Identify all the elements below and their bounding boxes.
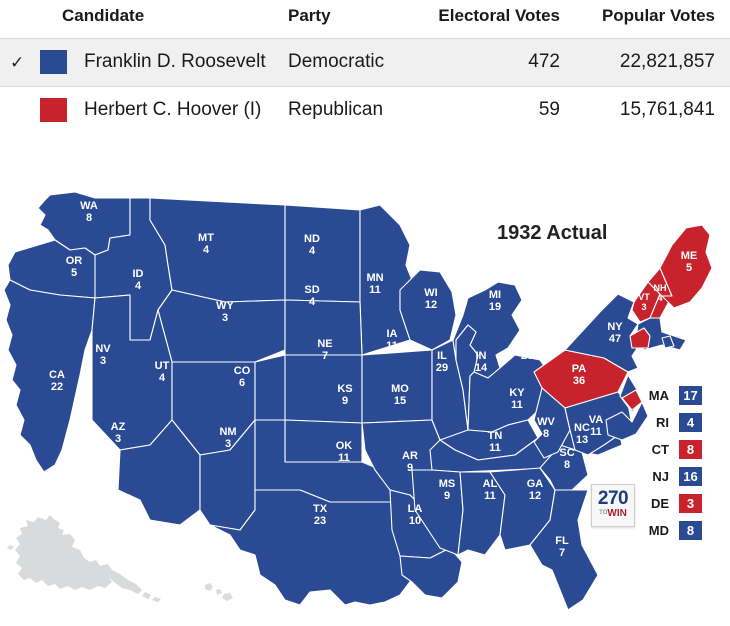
svg-text:OR: OR xyxy=(66,255,83,267)
svg-text:MT: MT xyxy=(198,232,214,244)
svg-text:IL: IL xyxy=(437,350,447,362)
svg-text:9: 9 xyxy=(444,490,450,502)
svg-text:LA: LA xyxy=(408,503,423,515)
svg-text:VT: VT xyxy=(638,292,650,302)
svg-text:ME: ME xyxy=(681,250,698,262)
svg-text:3: 3 xyxy=(222,312,228,324)
svg-text:IN: IN xyxy=(476,350,487,362)
svg-text:8: 8 xyxy=(86,212,92,224)
svg-text:NE: NE xyxy=(317,338,332,350)
svg-text:CO: CO xyxy=(234,365,251,377)
svg-text:3: 3 xyxy=(641,302,646,312)
svg-text:SC: SC xyxy=(559,447,574,459)
svg-text:11: 11 xyxy=(511,399,523,411)
svg-text:FL: FL xyxy=(555,535,569,547)
svg-text:IA: IA xyxy=(387,328,398,340)
svg-text:AL: AL xyxy=(483,478,498,490)
svg-text:11: 11 xyxy=(369,284,381,296)
svg-text:TX: TX xyxy=(313,503,328,515)
svg-text:4: 4 xyxy=(657,293,662,303)
svg-text:WI: WI xyxy=(424,287,437,299)
svg-text:3: 3 xyxy=(100,355,106,367)
svg-text:KS: KS xyxy=(337,383,352,395)
svg-text:NC: NC xyxy=(574,422,590,434)
svg-text:MI: MI xyxy=(489,289,501,301)
svg-text:4: 4 xyxy=(203,244,210,256)
svg-text:47: 47 xyxy=(609,333,621,345)
svg-text:36: 36 xyxy=(573,375,585,387)
svg-text:11: 11 xyxy=(590,426,602,438)
svg-text:MS: MS xyxy=(439,478,456,490)
svg-text:CA: CA xyxy=(49,369,65,381)
svg-text:12: 12 xyxy=(529,490,541,502)
svg-text:OK: OK xyxy=(336,440,353,452)
svg-text:13: 13 xyxy=(576,434,588,446)
svg-text:MO: MO xyxy=(391,383,409,395)
svg-text:5: 5 xyxy=(71,267,77,279)
svg-text:29: 29 xyxy=(436,362,448,374)
svg-text:12: 12 xyxy=(425,299,437,311)
svg-text:MN: MN xyxy=(366,272,383,284)
svg-text:NM: NM xyxy=(219,426,236,438)
svg-text:AZ: AZ xyxy=(111,421,126,433)
svg-text:7: 7 xyxy=(559,547,565,559)
svg-text:KY: KY xyxy=(509,387,525,399)
svg-text:NV: NV xyxy=(95,343,111,355)
svg-text:9: 9 xyxy=(342,395,348,407)
svg-text:WV: WV xyxy=(537,416,555,428)
svg-text:PA: PA xyxy=(572,363,587,375)
svg-text:UT: UT xyxy=(155,360,170,372)
svg-text:WY: WY xyxy=(216,300,234,312)
svg-text:11: 11 xyxy=(484,490,496,502)
svg-text:ND: ND xyxy=(304,233,320,245)
svg-text:5: 5 xyxy=(686,262,692,274)
svg-text:OH: OH xyxy=(519,338,536,350)
svg-text:NY: NY xyxy=(607,321,623,333)
svg-text:WA: WA xyxy=(80,200,98,212)
svg-text:4: 4 xyxy=(135,280,142,292)
svg-text:3: 3 xyxy=(225,438,231,450)
svg-text:SD: SD xyxy=(304,284,319,296)
svg-text:14: 14 xyxy=(475,362,488,374)
svg-text:11: 11 xyxy=(386,340,398,352)
svg-text:7: 7 xyxy=(322,350,328,362)
svg-text:4: 4 xyxy=(159,372,166,384)
svg-text:11: 11 xyxy=(338,452,350,464)
svg-text:26: 26 xyxy=(521,350,533,362)
svg-text:19: 19 xyxy=(489,301,501,313)
svg-text:6: 6 xyxy=(239,377,245,389)
svg-text:4: 4 xyxy=(309,296,316,308)
svg-text:3: 3 xyxy=(115,433,121,445)
svg-text:AR: AR xyxy=(402,450,418,462)
svg-text:10: 10 xyxy=(409,515,421,527)
svg-text:ID: ID xyxy=(133,268,144,280)
svg-text:4: 4 xyxy=(309,245,316,257)
svg-text:8: 8 xyxy=(543,428,549,440)
svg-text:8: 8 xyxy=(564,459,570,471)
svg-text:15: 15 xyxy=(394,395,406,407)
svg-text:23: 23 xyxy=(314,515,326,527)
svg-text:22: 22 xyxy=(51,381,63,393)
svg-text:GA: GA xyxy=(527,478,544,490)
svg-text:NH: NH xyxy=(654,283,667,293)
svg-text:9: 9 xyxy=(407,462,413,474)
svg-text:TN: TN xyxy=(488,430,503,442)
svg-text:VA: VA xyxy=(589,414,604,426)
svg-text:11: 11 xyxy=(489,442,501,454)
